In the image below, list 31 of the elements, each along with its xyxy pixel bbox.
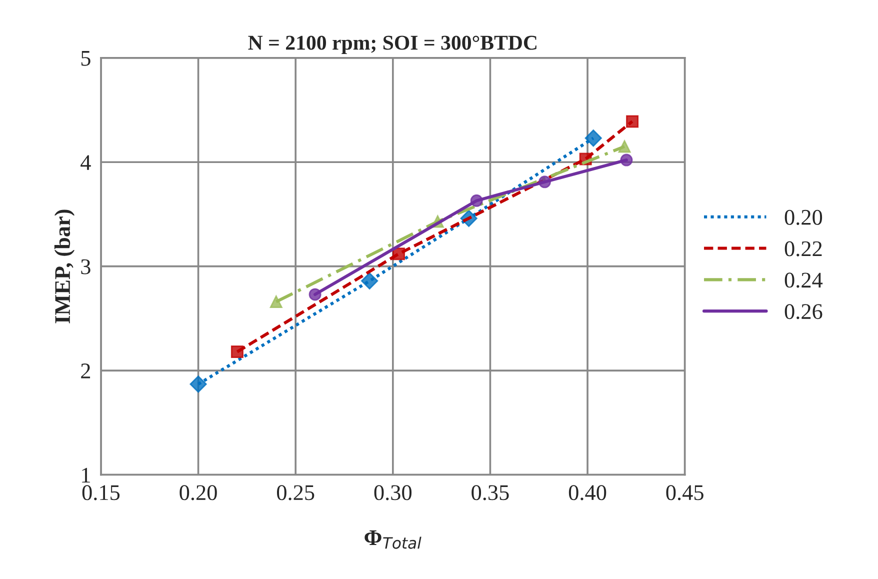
point <box>190 376 207 393</box>
point <box>584 130 602 147</box>
x-tick-label: 0.45 <box>666 485 704 500</box>
legend-label: 0.22 <box>784 241 822 256</box>
y-tick-label: 1 <box>82 468 90 482</box>
y-axis-title: IMEP, (bar) <box>54 210 75 324</box>
point <box>538 176 551 188</box>
chart-title: N = 2100 rpm; SOI = 300°BTDC <box>248 36 536 54</box>
legend-label: 0.24 <box>784 272 823 288</box>
y-tick-label: 3 <box>81 259 90 274</box>
y-tick-label: 5 <box>81 51 90 66</box>
y-tick-label: 2 <box>81 364 90 378</box>
point <box>308 288 322 301</box>
x-tick-label: 0.25 <box>276 485 314 500</box>
y-tick-label: 4 <box>80 155 91 170</box>
x-axis-title: Φ$_{Total}$ <box>364 530 422 549</box>
point <box>470 194 483 207</box>
x-tick-label: 0.35 <box>472 485 509 500</box>
point <box>618 140 631 153</box>
point <box>620 154 633 166</box>
x-tick-label: 0.30 <box>374 485 412 500</box>
point <box>230 346 244 358</box>
x-tick-label: 0.40 <box>568 485 606 500</box>
x-tick-label: 0.15 <box>82 485 120 500</box>
legend-label: 0.26 <box>784 304 822 320</box>
point <box>626 115 639 128</box>
x-tick-label: 0.20 <box>180 485 217 500</box>
point <box>361 272 378 290</box>
point <box>392 248 405 260</box>
legend-label: 0.20 <box>784 210 822 225</box>
point <box>270 296 282 308</box>
